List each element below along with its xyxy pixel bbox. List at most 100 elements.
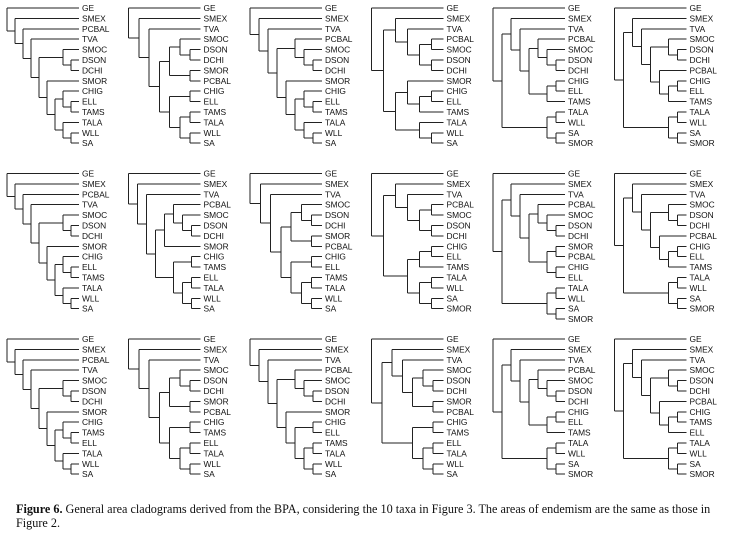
taxon-label-dson: DSON: [568, 55, 592, 65]
taxon-label-chig: CHIG: [325, 417, 346, 427]
taxon-label-tams: TAMS: [447, 262, 470, 272]
taxon-label-tva: TVA: [82, 365, 98, 375]
taxon-label-tva: TVA: [447, 355, 463, 365]
taxon-label-wll: WLL: [447, 459, 465, 469]
taxon-label-tala: TALA: [325, 448, 346, 458]
taxon-label-dson: DSON: [82, 55, 106, 65]
taxon-label-ge: GE: [447, 169, 460, 179]
taxon-label-smex: SMEX: [325, 179, 349, 189]
taxon-label-smor: SMOR: [690, 304, 715, 314]
taxon-label-pcbal: PCBAL: [325, 241, 353, 251]
taxon-label-dson: DSON: [82, 386, 106, 396]
taxon-label-smex: SMEX: [447, 13, 471, 23]
taxon-label-pcbal: PCBAL: [204, 200, 232, 210]
taxon-label-pcbal: PCBAL: [204, 76, 232, 86]
taxon-label-pcbal: PCBAL: [82, 355, 110, 365]
taxon-label-wll: WLL: [690, 283, 708, 293]
figure-caption-label: Figure 6.: [16, 502, 63, 516]
taxon-label-sa: SA: [325, 138, 337, 148]
taxon-label-wll: WLL: [325, 293, 343, 303]
taxon-label-tva: TVA: [447, 24, 463, 34]
taxon-label-smoc: SMOC: [204, 210, 229, 220]
taxon-label-ge: GE: [690, 334, 703, 344]
taxon-label-sa: SA: [82, 304, 94, 314]
taxon-label-tala: TALA: [447, 117, 468, 127]
taxon-label-smex: SMEX: [568, 13, 592, 23]
taxon-label-dson: DSON: [204, 221, 228, 231]
taxon-label-smex: SMEX: [325, 344, 349, 354]
cladogram-panel-16: GESMEXTVASMOCDSONDCHISMORPCBALCHIGTAMSEL…: [371, 334, 474, 479]
taxon-label-chig: CHIG: [568, 407, 589, 417]
taxon-label-ell: ELL: [690, 428, 705, 438]
taxon-label-wll: WLL: [568, 293, 586, 303]
taxon-label-dson: DSON: [447, 376, 471, 386]
taxon-label-dchi: DCHI: [447, 231, 467, 241]
cladogram-panel-17: GESMEXTVAPCBALSMOCDSONDCHICHIGELLTAMSTAL…: [492, 334, 596, 479]
taxon-label-chig: CHIG: [325, 252, 346, 262]
cladogram-panel-6: GESMEXTVASMOCDSONDCHIPCBALCHIGELLTAMSTAL…: [614, 3, 717, 148]
taxon-label-tala: TALA: [690, 438, 711, 448]
taxon-label-smor: SMOR: [82, 241, 107, 251]
taxon-label-dson: DSON: [204, 45, 228, 55]
taxon-label-tva: TVA: [690, 24, 706, 34]
taxon-label-dchi: DCHI: [204, 55, 224, 65]
taxon-label-pcbal: PCBAL: [568, 365, 596, 375]
taxon-label-dson: DSON: [325, 55, 349, 65]
taxon-label-chig: CHIG: [447, 86, 468, 96]
taxon-label-smor: SMOR: [690, 469, 715, 479]
taxon-label-smor: SMOR: [690, 138, 715, 148]
cladogram-panel-2: GESMEXTVASMOCDSONDCHISMORPCBALCHIGELLTAM…: [128, 3, 232, 148]
taxon-label-smor: SMOR: [447, 304, 472, 314]
taxon-label-ell: ELL: [568, 86, 583, 96]
taxon-label-smor: SMOR: [204, 396, 229, 406]
taxon-label-ell: ELL: [568, 417, 583, 427]
taxon-label-ge: GE: [325, 169, 338, 179]
taxon-label-smoc: SMOC: [447, 365, 472, 375]
taxon-label-ell: ELL: [82, 438, 97, 448]
figure-caption: Figure 6. General area cladograms derive…: [16, 502, 726, 530]
taxon-label-dson: DSON: [447, 221, 471, 231]
cladogram-panel-7: GESMEXPCBALTVASMOCDSONDCHISMORCHIGELLTAM…: [6, 169, 110, 314]
taxon-label-tva: TVA: [325, 189, 341, 199]
taxon-label-tva: TVA: [204, 189, 220, 199]
taxon-label-sa: SA: [204, 469, 216, 479]
taxon-label-tva: TVA: [325, 24, 341, 34]
taxon-label-dchi: DCHI: [82, 65, 102, 75]
taxon-label-tams: TAMS: [204, 107, 227, 117]
taxon-label-dchi: DCHI: [325, 396, 345, 406]
taxon-label-pcbal: PCBAL: [690, 396, 718, 406]
taxon-label-ell: ELL: [447, 252, 462, 262]
taxon-label-smex: SMEX: [82, 13, 106, 23]
taxon-label-dson: DSON: [568, 386, 592, 396]
cladogram-panel-14: GESMEXTVASMOCDSONDCHISMORPCBALCHIGTAMSEL…: [128, 334, 231, 479]
taxon-label-smex: SMEX: [325, 13, 349, 23]
taxon-label-smor: SMOR: [568, 138, 593, 148]
taxon-label-ge: GE: [82, 169, 95, 179]
taxon-label-dchi: DCHI: [204, 231, 224, 241]
taxon-label-tva: TVA: [204, 355, 220, 365]
taxon-label-smoc: SMOC: [204, 34, 229, 44]
taxon-label-ell: ELL: [568, 273, 583, 283]
taxon-label-ge: GE: [82, 334, 95, 344]
taxon-label-ell: ELL: [204, 97, 219, 107]
taxon-label-wll: WLL: [204, 128, 222, 138]
taxon-label-smor: SMOR: [325, 407, 350, 417]
taxon-label-sa: SA: [325, 469, 337, 479]
taxon-label-ell: ELL: [204, 273, 219, 283]
taxon-label-smor: SMOR: [204, 241, 229, 251]
taxon-label-dson: DSON: [690, 210, 714, 220]
taxon-label-tams: TAMS: [325, 438, 348, 448]
taxon-label-smoc: SMOC: [82, 45, 107, 55]
taxon-label-tva: TVA: [447, 189, 463, 199]
taxon-label-tva: TVA: [690, 189, 706, 199]
taxon-label-tala: TALA: [690, 107, 711, 117]
taxon-label-ge: GE: [204, 334, 217, 344]
taxon-label-tams: TAMS: [568, 97, 591, 107]
taxon-label-chig: CHIG: [690, 241, 711, 251]
cladogram-panel-1: GESMEXPCBALTVASMOCDSONDCHISMORCHIGELLTAM…: [6, 3, 110, 148]
taxon-label-tala: TALA: [690, 273, 711, 283]
taxon-label-smex: SMEX: [204, 179, 228, 189]
taxon-label-ge: GE: [568, 334, 581, 344]
taxon-label-dchi: DCHI: [690, 55, 710, 65]
taxon-label-sa: SA: [568, 128, 580, 138]
